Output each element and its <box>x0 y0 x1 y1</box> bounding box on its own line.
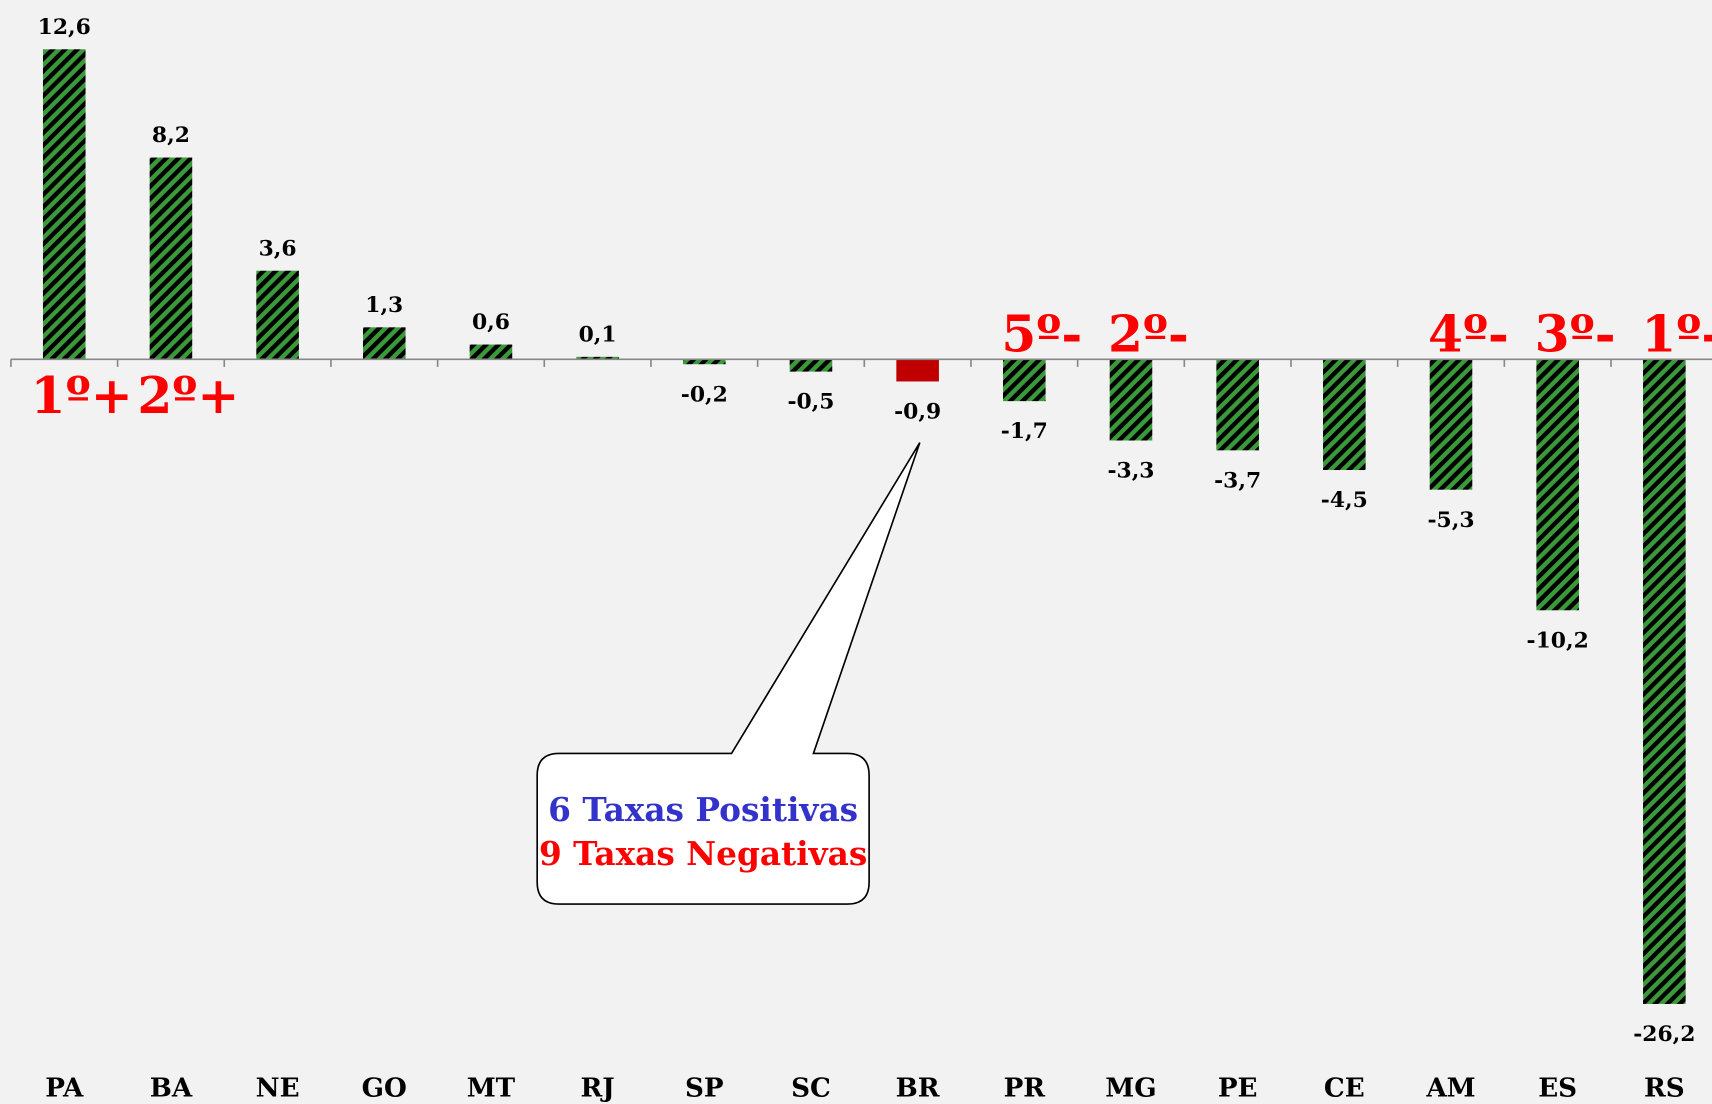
x-tick-label: BR <box>896 1072 940 1103</box>
rank-annotation: 2º+ <box>137 366 239 425</box>
bar <box>1109 359 1153 441</box>
bar <box>469 344 513 360</box>
data-label: 0,6 <box>472 310 510 335</box>
data-label: -26,2 <box>1633 1022 1695 1047</box>
data-label: -1,7 <box>1001 419 1048 444</box>
data-label: -0,9 <box>894 400 941 425</box>
data-label: -3,7 <box>1214 468 1261 493</box>
x-tick-label: PE <box>1218 1072 1258 1103</box>
x-tick-label: SP <box>685 1072 724 1103</box>
rank-annotation: 3º- <box>1535 305 1616 364</box>
x-tick-label: NE <box>256 1072 300 1103</box>
data-label: -3,3 <box>1107 459 1154 484</box>
bar <box>682 359 726 365</box>
rank-annotation: 2º- <box>1108 305 1189 364</box>
x-tick-label: MT <box>467 1072 516 1103</box>
data-label: 3,6 <box>259 236 297 261</box>
x-tick-label: GO <box>362 1072 407 1103</box>
x-tick-label: RS <box>1644 1072 1685 1103</box>
x-tick-label: RJ <box>581 1072 615 1103</box>
bar <box>1536 359 1579 611</box>
x-tick-label: AM <box>1425 1072 1475 1103</box>
bar <box>362 327 406 360</box>
data-label: -0,5 <box>787 390 834 415</box>
bar <box>576 356 619 360</box>
bar <box>256 270 299 360</box>
bar <box>896 359 939 382</box>
data-label: -10,2 <box>1527 628 1589 653</box>
bar <box>1216 359 1259 451</box>
callout-box <box>536 442 921 905</box>
callout-text: 6 Taxas Positivas <box>548 790 858 829</box>
bar <box>42 49 86 360</box>
x-tick-label: BA <box>150 1072 193 1103</box>
data-label: 12,6 <box>38 15 91 40</box>
x-tick-label: MG <box>1105 1072 1156 1103</box>
bar <box>149 157 193 360</box>
data-label: 8,2 <box>152 123 190 148</box>
x-tick-label: SC <box>791 1072 831 1103</box>
data-label: 1,3 <box>365 293 403 318</box>
callout-text: 9 Taxas Negativas <box>539 834 867 873</box>
data-label: -5,3 <box>1427 508 1474 533</box>
x-tick-label: CE <box>1324 1072 1365 1103</box>
bar <box>1643 359 1686 1004</box>
bar <box>1323 359 1366 471</box>
data-label: 0,1 <box>579 323 617 348</box>
x-tick-label: PR <box>1004 1072 1046 1103</box>
bar <box>1003 359 1046 402</box>
bar <box>1429 359 1473 490</box>
rank-annotation: 5º- <box>1001 305 1082 364</box>
rank-annotation: 1º- <box>1641 305 1712 364</box>
bar <box>789 359 833 372</box>
rank-annotation: 4º- <box>1428 305 1509 364</box>
data-label: -4,5 <box>1321 488 1368 513</box>
x-tick-label: PA <box>45 1072 84 1103</box>
x-tick-label: ES <box>1538 1072 1577 1103</box>
rank-annotation: 1º+ <box>31 366 133 425</box>
data-label: -0,2 <box>681 382 728 407</box>
